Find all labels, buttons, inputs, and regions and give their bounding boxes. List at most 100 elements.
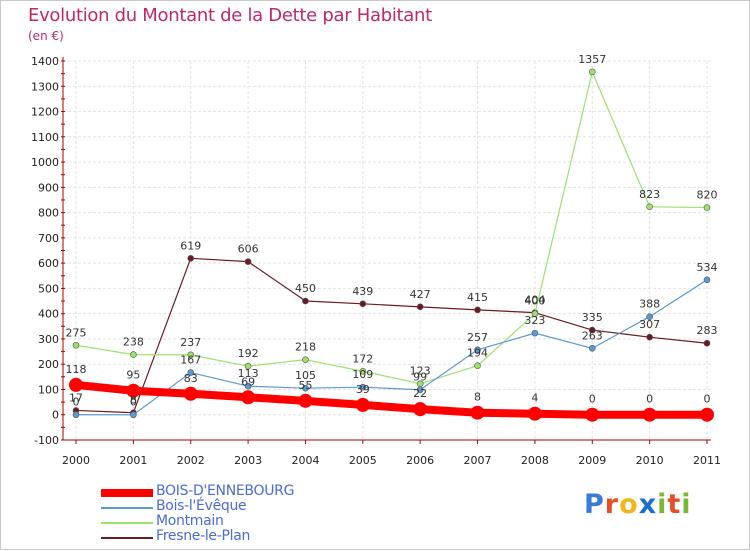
data-point (244, 258, 252, 265)
legend-label: Bois-l'Évêque (156, 498, 247, 514)
data-label: 237 (180, 336, 201, 349)
data-point (646, 333, 653, 341)
data-point (72, 411, 80, 419)
data-label: 0 (589, 393, 596, 406)
x-tick-label: 2010 (636, 454, 664, 467)
data-point (187, 369, 195, 376)
data-point (646, 203, 653, 211)
data-label: 55 (298, 379, 312, 392)
x-tick-label: 2005 (349, 454, 377, 467)
data-point (416, 386, 424, 394)
data-label: 194 (467, 347, 488, 360)
data-label: 275 (66, 326, 87, 339)
data-label: 1357 (578, 53, 606, 66)
data-label: 404 (524, 294, 545, 307)
data-label: 113 (238, 367, 259, 380)
data-point (646, 313, 653, 320)
legend-swatch (101, 537, 153, 539)
x-tick-label: 2011 (693, 454, 721, 467)
data-point (703, 339, 711, 347)
data-label: 283 (697, 324, 718, 337)
data-point (183, 386, 198, 401)
data-point (244, 362, 252, 370)
data-point (588, 68, 596, 76)
data-label: 307 (639, 318, 660, 331)
data-label: 123 (410, 365, 431, 378)
y-tick-label: 400 (38, 308, 59, 321)
y-tick-label: 1200 (31, 106, 59, 119)
data-label: 192 (238, 347, 259, 360)
y-tick-label: 0 (52, 409, 59, 422)
y-tick-label: 1100 (31, 131, 59, 144)
data-point (470, 405, 485, 420)
data-point (355, 397, 370, 412)
data-point (416, 303, 424, 311)
data-point (298, 393, 313, 408)
y-tick-label: 300 (38, 333, 59, 346)
data-point (302, 356, 309, 363)
legend-swatch (101, 489, 153, 497)
data-point (359, 300, 367, 308)
data-label: 4 (531, 392, 538, 405)
legend-label: Montmain (156, 513, 224, 529)
data-label: 17 (69, 391, 83, 404)
data-point (302, 384, 309, 392)
legend-label: BOIS-D'ENNEBOURG (156, 483, 295, 499)
data-label: 105 (295, 369, 316, 382)
series-3 (72, 255, 711, 417)
y-tick-label: 600 (38, 257, 59, 270)
data-label: 99 (413, 371, 427, 384)
data-point (588, 326, 596, 334)
data-point (130, 351, 137, 358)
data-point (241, 390, 256, 405)
chart-title: Evolution du Montant de la Dette par Hab… (28, 5, 432, 26)
series-1 (72, 276, 711, 419)
data-label: 263 (582, 329, 603, 342)
legend-swatch (101, 507, 153, 509)
legend-label: Fresne-le-Plan (156, 528, 251, 544)
x-tick-label: 2003 (234, 454, 262, 467)
x-tick-label: 2004 (291, 454, 319, 467)
data-point (474, 306, 481, 314)
data-label: 415 (467, 291, 488, 304)
y-tick-label: 1000 (31, 156, 59, 169)
data-point (302, 297, 309, 305)
data-label: 335 (582, 311, 603, 324)
y-tick-label: -100 (34, 434, 59, 447)
series-line (75, 71, 708, 385)
data-point (588, 344, 596, 352)
data-label: 118 (66, 363, 87, 376)
y-tick-label: 1300 (31, 80, 59, 93)
x-tick-label: 2009 (578, 454, 606, 467)
y-tick-label: 900 (38, 181, 59, 194)
data-point (527, 406, 542, 421)
data-point (244, 382, 252, 390)
chart-unit: (en €) (28, 29, 64, 43)
data-label: 95 (126, 369, 140, 382)
data-point (187, 255, 195, 262)
data-point (413, 402, 428, 417)
data-point (359, 383, 367, 391)
x-tick-label: 2007 (464, 454, 492, 467)
x-tick-label: 2002 (177, 454, 205, 467)
legend-swatch (101, 522, 153, 524)
data-point (130, 411, 137, 419)
series-0 (69, 377, 714, 422)
y-tick-label: 200 (38, 358, 59, 371)
data-point (703, 276, 711, 284)
y-tick-label: 700 (38, 232, 59, 245)
data-label: 257 (467, 331, 488, 344)
series-2 (72, 68, 711, 387)
data-label: 450 (295, 282, 316, 295)
y-tick-label: 100 (38, 383, 59, 396)
data-point (700, 407, 714, 422)
data-label: 83 (184, 372, 198, 385)
data-label: 218 (295, 341, 316, 354)
data-point (474, 346, 481, 354)
data-point (531, 329, 539, 337)
data-label: 323 (524, 314, 545, 327)
data-label: 0 (130, 396, 137, 409)
data-label: 606 (238, 243, 259, 256)
data-label: 167 (180, 354, 201, 367)
